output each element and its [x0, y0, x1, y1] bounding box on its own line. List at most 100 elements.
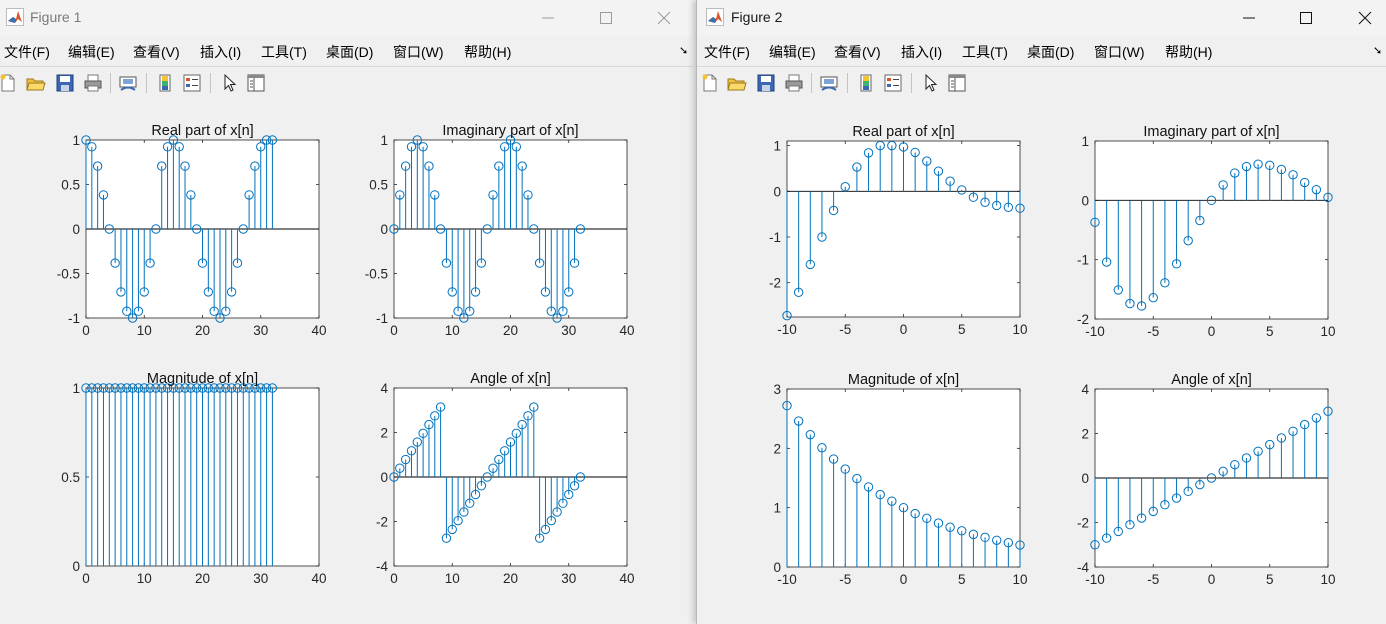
menu-file[interactable]: 文件(F): [704, 44, 750, 60]
stem-marker: [898, 502, 909, 513]
open-file-icon[interactable]: [26, 73, 46, 93]
link-plot-icon[interactable]: [118, 73, 138, 93]
link-plot-icon[interactable]: [819, 73, 839, 93]
stem-marker: [87, 142, 97, 152]
stem-marker: [395, 463, 405, 473]
stem-marker: [1241, 453, 1252, 463]
title-bar[interactable]: Figure 2: [697, 0, 1386, 36]
stem-marker: [1276, 164, 1287, 175]
stem-marker: [162, 383, 173, 393]
figure-canvas: -10 -5 0 5 10 -2 -1 0 1 Real part of x[n] -10 -5 0 5 1…: [697, 99, 1386, 624]
axes-title: Angle of x[n]: [470, 371, 551, 387]
stem-marker: [875, 140, 885, 151]
stem-marker: [968, 529, 979, 540]
toolbar-separator: [911, 73, 912, 93]
insert-colorbar-icon[interactable]: [856, 73, 876, 93]
x-tick-label: 30: [253, 323, 268, 338]
stem-marker: [180, 383, 190, 393]
edit-plot-icon[interactable]: [921, 73, 941, 93]
x-tick-label: 30: [561, 323, 576, 338]
menu-edit[interactable]: 编辑(E): [68, 44, 115, 60]
menu-desktop[interactable]: 桌面(D): [326, 44, 374, 60]
stem-marker: [1003, 537, 1014, 548]
stem-marker: [406, 446, 417, 456]
x-tick-label: 0: [390, 571, 398, 586]
stem-marker: [805, 429, 816, 440]
stem-marker: [511, 142, 522, 152]
insert-legend-icon[interactable]: [182, 73, 202, 93]
stem-marker: [992, 200, 1002, 211]
stem-marker: [933, 166, 944, 176]
menu-tools[interactable]: 工具(T): [962, 44, 1008, 60]
stem-plot: 0 10 20 30 40 0 0.5 1 Magnitude of x[n]: [61, 371, 326, 586]
y-tick-label: 0: [72, 222, 80, 237]
menu-desktop[interactable]: 桌面(D): [1027, 44, 1075, 60]
minimize-button[interactable]: [536, 6, 560, 30]
dock-arrow-icon[interactable]: ➘: [1373, 45, 1383, 57]
save-icon[interactable]: [756, 73, 776, 93]
stem-marker: [957, 526, 967, 536]
menu-file[interactable]: 文件(F): [4, 44, 50, 60]
new-figure-icon[interactable]: [700, 73, 720, 93]
x-tick-label: 5: [1266, 572, 1274, 587]
title-bar[interactable]: Figure 1: [0, 0, 693, 36]
menu-edit[interactable]: 编辑(E): [769, 44, 816, 60]
menu-view[interactable]: 查看(V): [133, 44, 180, 60]
menu-window[interactable]: 窗口(W): [1094, 44, 1145, 60]
stem-marker: [523, 190, 533, 200]
edit-plot-icon[interactable]: [220, 73, 240, 93]
new-figure-icon[interactable]: [0, 73, 18, 93]
toolbar-separator: [110, 73, 111, 93]
y-tick-label: -4: [1077, 560, 1089, 575]
stem-marker: [1288, 170, 1298, 180]
stem-marker: [389, 472, 399, 482]
menu-tools[interactable]: 工具(T): [261, 44, 307, 60]
y-tick-label: 2: [380, 426, 388, 441]
stem-marker: [1195, 479, 1205, 490]
menu-help[interactable]: 帮助(H): [1165, 44, 1213, 60]
y-tick-label: 4: [1081, 382, 1089, 397]
menu-insert[interactable]: 插入(I): [200, 44, 242, 60]
stem-marker: [168, 383, 179, 393]
stem-marker: [1300, 177, 1310, 188]
print-icon[interactable]: [784, 73, 804, 93]
close-button[interactable]: [652, 6, 676, 30]
stem-marker: [133, 383, 144, 393]
menu-help[interactable]: 帮助(H): [464, 44, 512, 60]
stem-marker: [424, 419, 434, 430]
stem-marker: [1276, 433, 1287, 443]
menu-bar: 文件(F) 编辑(E) 查看(V) 插入(I) 工具(T) 桌面(D) 窗口(W…: [0, 36, 693, 66]
stem-marker: [1113, 526, 1123, 537]
x-tick-label: 0: [390, 323, 398, 338]
minimize-button[interactable]: [1237, 6, 1261, 30]
y-tick-label: 1: [773, 139, 781, 154]
stem-marker: [1241, 161, 1252, 172]
property-inspector-icon[interactable]: [246, 73, 266, 93]
insert-colorbar-icon[interactable]: [155, 73, 175, 93]
maximize-button[interactable]: [1294, 6, 1318, 30]
stem-marker: [1125, 298, 1135, 309]
dock-arrow-icon[interactable]: ➘: [679, 45, 689, 57]
close-button[interactable]: [1353, 6, 1377, 30]
insert-legend-icon[interactable]: [883, 73, 903, 93]
x-tick-label: 40: [311, 323, 326, 338]
property-inspector-icon[interactable]: [947, 73, 967, 93]
stem-marker: [104, 224, 115, 234]
y-tick-label: -1: [376, 311, 388, 326]
toolbar-separator: [210, 73, 211, 93]
open-file-icon[interactable]: [727, 73, 747, 93]
menu-insert[interactable]: 插入(I): [901, 44, 943, 60]
menu-view[interactable]: 查看(V): [834, 44, 881, 60]
menu-window[interactable]: 窗口(W): [393, 44, 444, 60]
stem-marker: [122, 306, 132, 316]
print-icon[interactable]: [83, 73, 103, 93]
stem-marker: [400, 454, 411, 465]
stem-marker: [517, 419, 527, 430]
stem-marker: [505, 135, 516, 145]
save-icon[interactable]: [55, 73, 75, 93]
stem-marker: [215, 383, 225, 393]
maximize-button[interactable]: [594, 6, 618, 30]
stem-marker: [546, 515, 556, 526]
axes-title: Real part of x[n]: [852, 124, 954, 140]
